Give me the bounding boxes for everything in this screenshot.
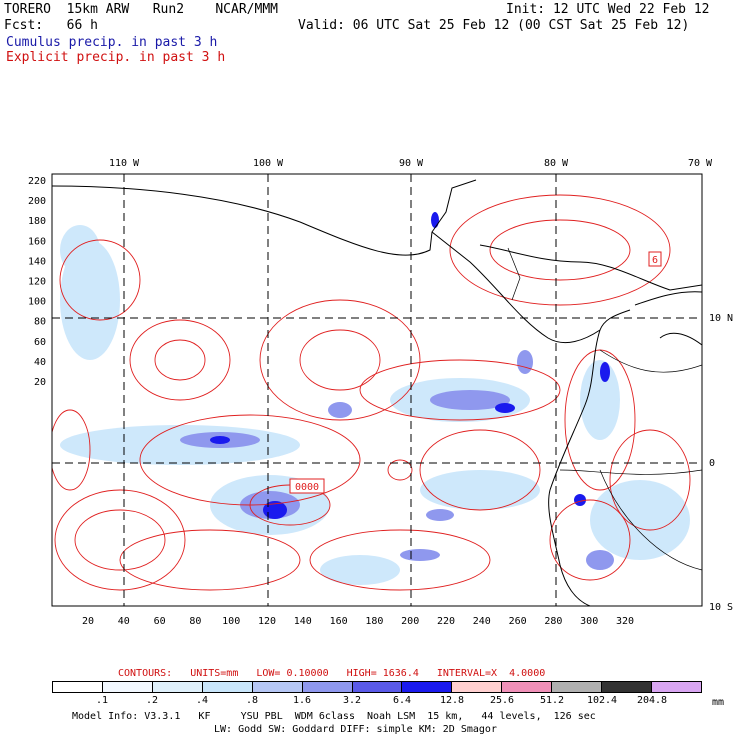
forecast-hour: Fcst: 66 h (4, 18, 98, 33)
y-grid-ticks: 220 200 180 160 140 120 100 80 60 40 20 (28, 176, 46, 388)
y-tick-label: 80 (34, 317, 46, 328)
lat-label: 10 S (709, 602, 733, 613)
colorbar-label: .1 (95, 695, 109, 706)
x-tick-label: 100 (222, 616, 240, 627)
x-tick-label: 240 (473, 616, 491, 627)
lon-label: 80 W (544, 158, 569, 169)
model-name: TORERO (4, 2, 51, 17)
model-run: Run2 (152, 2, 185, 17)
colorbar-swatch (302, 682, 353, 692)
y-tick-label: 20 (34, 377, 46, 388)
valid-time: Valid: 06 UTC Sat 25 Feb 12 (00 CST Sat … (298, 18, 690, 33)
colorbar-label: .4 (195, 695, 209, 706)
lon-label: 100 W (253, 158, 284, 169)
header-title-line: TORERO 15km ARW Run2 NCAR/MMM (4, 2, 278, 17)
colorbar-label: 204.8 (636, 695, 668, 706)
colorbar-label: 102.4 (586, 695, 618, 706)
colorbar-label: .8 (245, 695, 259, 706)
model-org: NCAR/MMM (215, 2, 278, 17)
x-tick-label: 80 (189, 616, 201, 627)
colorbar-swatch (102, 682, 153, 692)
x-tick-label: 60 (154, 616, 166, 627)
y-tick-label: 120 (28, 277, 46, 288)
map-frame (51, 173, 703, 607)
x-tick-label: 120 (258, 616, 276, 627)
contour-high: HIGH= 1636.4 (346, 668, 419, 679)
lat-label: 0 (709, 458, 715, 469)
map-content: 6 0000 (52, 174, 702, 606)
max-label-small: 6 (652, 255, 658, 266)
colorbar-labels: .1 .2 .4 .8 1.6 3.2 6.4 12.8 25.6 51.2 102.4 204.8 (52, 695, 702, 707)
colorbar-label: .2 (145, 695, 159, 706)
colorbar-swatch (552, 682, 603, 692)
colorbar-label: 25.6 (489, 695, 515, 706)
colorbar-swatch (252, 682, 303, 692)
model-info-line-1: Model Info: V3.3.1 KF YSU PBL WDM 6class… (72, 711, 596, 722)
colorbar (52, 681, 702, 693)
cumulus-precip-title: Cumulus precip. in past 3 h (6, 35, 218, 50)
x-tick-label: 20 (82, 616, 94, 627)
right-latitude-labels: 10 N 0 10 S (709, 313, 733, 613)
heavy-precip-shading (210, 212, 610, 519)
colorbar-label: 3.2 (342, 695, 362, 706)
contour-interval: INTERVAL=X 4.0000 (436, 668, 546, 679)
lat-label: 10 N (709, 313, 733, 324)
colorbar-label: 1.6 (292, 695, 312, 706)
fcst-value: 66 h (66, 18, 98, 33)
colorbar-swatch (352, 682, 403, 692)
colorbar-unit: mm (712, 697, 725, 708)
fcst-label: Fcst: (4, 18, 44, 33)
colorbar-swatch (452, 682, 503, 692)
y-tick-label: 60 (34, 337, 46, 348)
x-tick-label: 180 (365, 616, 383, 627)
colorbar-swatch (402, 682, 453, 692)
colorbar-swatch (502, 682, 553, 692)
contour-units: UNITS=mm (190, 668, 239, 679)
contour-low: LOW= 0.10000 (256, 668, 329, 679)
graticule (52, 174, 702, 606)
x-tick-label: 300 (580, 616, 598, 627)
y-tick-label: 100 (28, 297, 46, 308)
x-tick-label: 280 (544, 616, 562, 627)
x-tick-label: 40 (118, 616, 130, 627)
model-resolution: 15km ARW (66, 2, 130, 17)
y-tick-label: 200 (28, 196, 46, 207)
explicit-precip-title: Explicit precip. in past 3 h (6, 50, 226, 65)
y-tick-label: 160 (28, 236, 46, 247)
coastline (52, 179, 702, 606)
y-tick-label: 220 (28, 176, 46, 187)
colorbar-swatch (202, 682, 253, 692)
max-label-center: 0000 (295, 482, 319, 493)
colorbar-swatch (652, 682, 701, 692)
colorbar-swatch (53, 682, 103, 692)
colorbar-swatch (152, 682, 203, 692)
x-tick-label: 160 (330, 616, 348, 627)
contours-title: CONTOURS: (118, 668, 173, 679)
x-grid-ticks: 20 40 60 80 100 120 140 160 180 200 220 240 260 280 30… (82, 616, 634, 627)
country-borders (507, 247, 702, 571)
x-tick-label: 140 (294, 616, 312, 627)
x-tick-label: 200 (401, 616, 419, 627)
colorbar-swatch (602, 682, 653, 692)
y-tick-label: 140 (28, 256, 46, 267)
x-tick-label: 320 (616, 616, 634, 627)
contour-info: CONTOURS: UNITS=mm LOW= 0.10000 HIGH= 1636.… (118, 668, 563, 679)
x-tick-label: 260 (509, 616, 527, 627)
top-longitude-labels: 110 W 100 W 90 W 80 W 70 W (109, 158, 713, 169)
model-info-line-2: LW: Godd SW: Goddard DIFF: simple KM: 2D… (214, 724, 497, 735)
explicit-precip-contours (52, 194, 691, 591)
lon-label: 90 W (399, 158, 424, 169)
y-tick-label: 40 (34, 357, 46, 368)
init-time: Init: 12 UTC Wed 22 Feb 12 (506, 2, 710, 17)
colorbar-label: 6.4 (392, 695, 412, 706)
lon-label: 110 W (109, 158, 140, 169)
y-tick-label: 180 (28, 216, 46, 227)
lon-label: 70 W (688, 158, 713, 169)
map-labels: 6 0000 (289, 251, 662, 494)
colorbar-label: 12.8 (439, 695, 465, 706)
colorbar-label: 51.2 (539, 695, 565, 706)
x-tick-label: 220 (437, 616, 455, 627)
